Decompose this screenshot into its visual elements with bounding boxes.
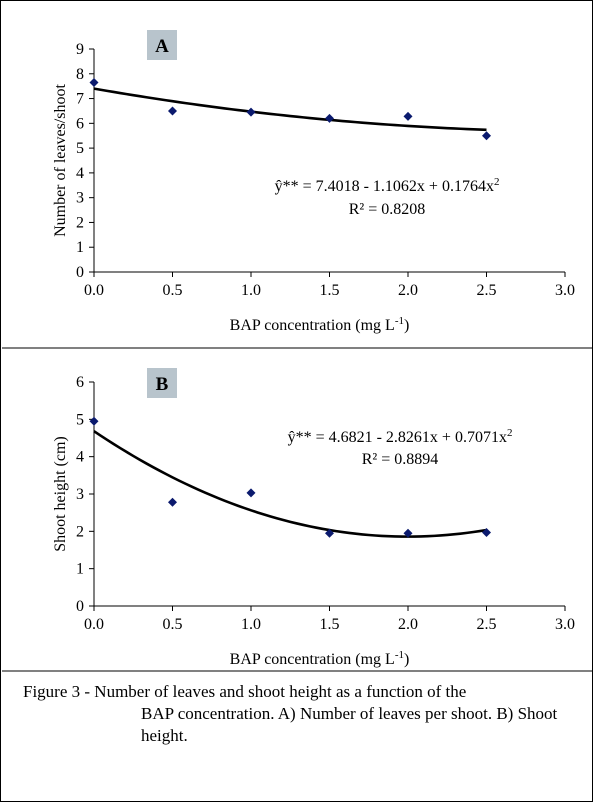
x-tick-label: 1.5: [320, 616, 340, 633]
x-tick-label: 1.0: [241, 616, 261, 633]
y-tick-label: 7: [76, 91, 84, 108]
x-tick-label: 2.0: [398, 282, 418, 299]
y-tick-label: 0: [76, 264, 84, 281]
panel-label-box: [147, 30, 177, 60]
panel-label: A: [155, 36, 169, 57]
y-tick-label: 4: [76, 165, 84, 182]
caption-continuation: BAP concentration. A) Number of leaves p…: [141, 704, 558, 745]
x-tick-label: 2.5: [477, 282, 497, 299]
fit-curve: [93, 87, 487, 132]
fit-equation: ŷ** = 4.6821 - 2.8261x + 0.7071x2: [288, 427, 513, 446]
x-tick-label: 0.0: [84, 616, 104, 633]
figure-caption: Figure 3 - Number of leaves and shoot he…: [23, 681, 589, 747]
data-point: [89, 77, 99, 87]
x-tick-label: 0.0: [84, 282, 104, 299]
y-tick-label: 2: [76, 214, 84, 231]
panel-a: 0 1 2 3 4 5 6 7 8 9 0.0 0.5 1.0 1.5 2.0 2.5 3.0 BAP conce…: [52, 30, 575, 334]
y-tick-label: 1: [76, 561, 84, 578]
y-tick-label: 5: [76, 140, 84, 157]
x-tick-label: 1.5: [320, 282, 340, 299]
x-tick-label: 3.0: [555, 282, 575, 299]
x-tick-label: 0.5: [163, 282, 183, 299]
data-point: [482, 527, 491, 537]
x-axis-label: BAP concentration (mg L-1): [230, 649, 410, 668]
y-tick-label: 3: [76, 190, 84, 207]
panel-label: B: [156, 374, 169, 395]
data-point: [246, 107, 256, 117]
y-axis-label: Number of leaves/shoot: [52, 84, 69, 237]
panel-b: 0 1 2 3 4 5 6 0.0 0.5 1.0 1.5 2.0 2.5 3.0 BAP concentr…: [52, 368, 575, 668]
y-tick-label: 1: [76, 239, 84, 256]
data-point: [325, 528, 334, 538]
fit-equation: ŷ** = 7.4018 - 1.1062x + 0.1764x2: [275, 176, 500, 195]
data-point: [168, 497, 177, 507]
y-tick-label: 4: [76, 449, 84, 466]
x-axis-label: BAP concentration (mg L-1): [230, 315, 410, 334]
x-tick-label: 2.0: [398, 616, 418, 633]
y-axis-label: Shoot height (cm): [52, 436, 69, 552]
y-tick-label: 9: [76, 41, 84, 58]
data-point: [403, 111, 413, 121]
r-squared: R² = 0.8208: [349, 201, 426, 218]
y-tick-label: 6: [76, 374, 84, 391]
x-tick-label: 0.5: [163, 616, 183, 633]
x-tick-label: 1.0: [241, 282, 261, 299]
data-point: [89, 416, 99, 426]
y-tick-label: 2: [76, 523, 84, 540]
fit-curve: [93, 430, 487, 538]
y-tick-label: 6: [76, 115, 84, 132]
data-point: [482, 131, 491, 141]
panel-label-box: [147, 368, 177, 398]
r-squared: R² = 0.8894: [362, 451, 439, 468]
data-point: [168, 106, 177, 116]
y-tick-label: 8: [76, 66, 84, 83]
y-tick-label: 3: [76, 486, 84, 503]
data-point: [403, 528, 413, 538]
data-point: [325, 113, 334, 123]
caption-lead: Figure 3 - Number of leaves and shoot he…: [23, 682, 467, 701]
x-tick-label: 3.0: [555, 616, 575, 633]
y-tick-label: 0: [76, 598, 84, 615]
figure-svg: 0 1 2 3 4 5 6 7 8 9 0.0 0.5 1.0 1.5 2.0 2.5 3.0 BAP conce…: [2, 30, 593, 672]
data-point: [246, 488, 256, 498]
y-tick-label: 5: [76, 411, 84, 428]
x-tick-label: 2.5: [477, 616, 497, 633]
